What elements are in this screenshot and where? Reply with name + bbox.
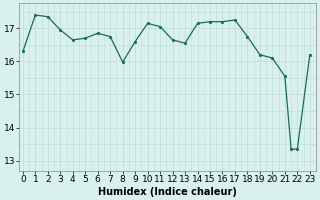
X-axis label: Humidex (Indice chaleur): Humidex (Indice chaleur) (98, 187, 237, 197)
